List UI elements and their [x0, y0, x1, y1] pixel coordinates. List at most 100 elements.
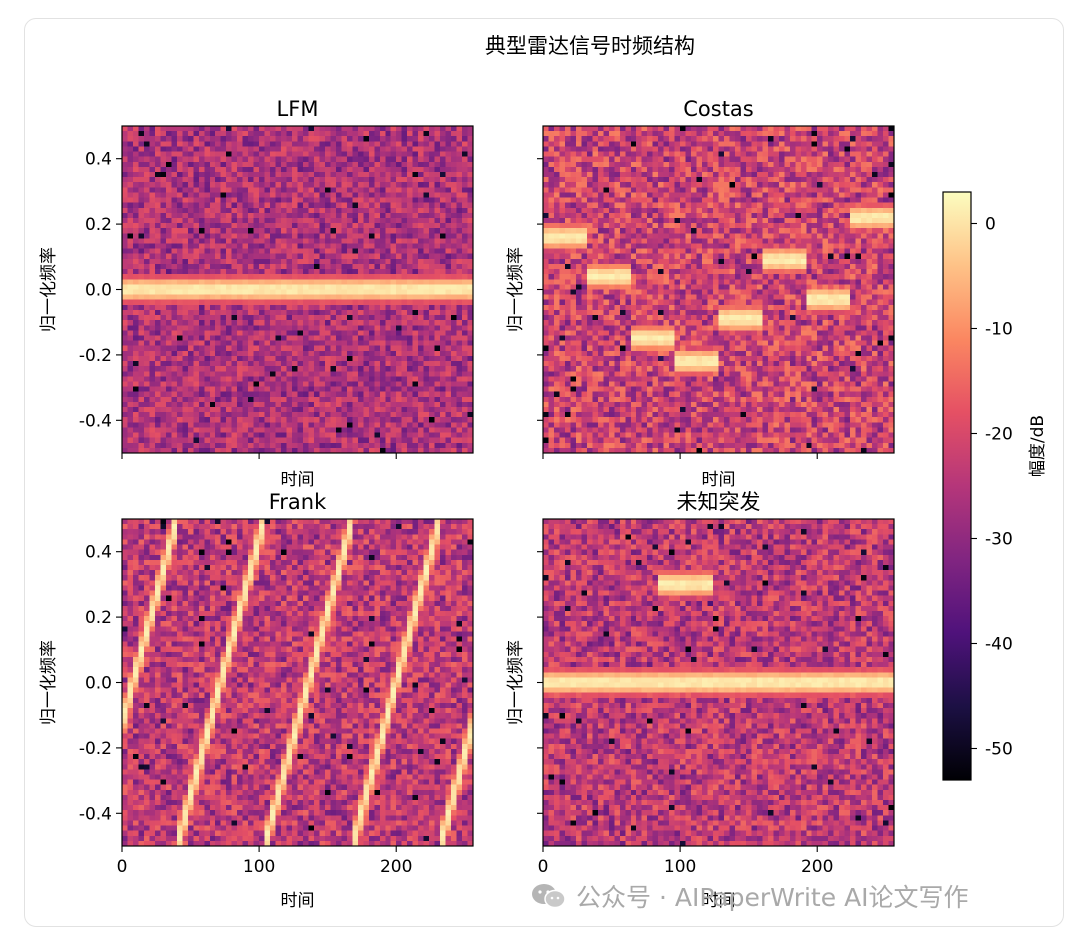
heatmap-cell [324, 202, 331, 209]
heatmap-cell [608, 401, 615, 408]
heatmap-cell [226, 355, 233, 362]
heatmap-cell [548, 309, 555, 316]
heatmap-cell [597, 151, 604, 158]
heatmap-cell [226, 151, 233, 158]
heatmap-cell [198, 192, 205, 199]
heatmap-cell [264, 391, 271, 398]
heatmap-cell [467, 335, 474, 342]
heatmap-cell [543, 131, 549, 137]
heatmap-cell [608, 202, 615, 209]
heatmap-cell [559, 366, 566, 372]
heatmap-cell [231, 151, 238, 158]
heatmap-cell [553, 315, 560, 321]
heatmap-cell [220, 340, 227, 347]
heatmap-cell [275, 340, 282, 347]
heatmap-cell [374, 391, 381, 398]
heatmap-cell [122, 386, 128, 393]
heatmap-cell [231, 330, 238, 336]
heatmap-cell [401, 376, 408, 382]
heatmap-cell [165, 217, 172, 224]
heatmap-cell [423, 146, 430, 153]
heatmap-cell [154, 345, 161, 352]
heatmap-cell [187, 279, 194, 285]
heatmap-cell [368, 320, 375, 326]
heatmap-cell [132, 192, 139, 199]
heatmap-cell [363, 238, 370, 245]
heatmap-cell [553, 361, 560, 367]
heatmap-cell [462, 345, 469, 352]
heatmap-cell [603, 376, 610, 382]
heatmap-cell [127, 151, 134, 158]
heatmap-cell [193, 228, 200, 234]
heatmap-cell [187, 197, 194, 204]
heatmap-cell [418, 166, 425, 173]
heatmap-cell [575, 228, 582, 234]
heatmap-cell [138, 274, 145, 280]
heatmap-cell [407, 228, 414, 234]
heatmap-cell [248, 269, 255, 275]
heatmap-cell [341, 320, 348, 326]
heatmap-cell [451, 217, 458, 224]
heatmap-cell [608, 315, 615, 321]
heatmap-cell [451, 238, 458, 245]
heatmap-cell [418, 366, 425, 372]
heatmap-cell [363, 182, 370, 188]
heatmap-cell [553, 345, 560, 352]
heatmap-cell [390, 263, 397, 270]
heatmap-cell [286, 376, 293, 382]
heatmap-cell [259, 442, 266, 449]
heatmap-cell [297, 177, 304, 183]
heatmap-cell [330, 182, 337, 188]
heatmap-cell [608, 320, 615, 326]
heatmap-cell [341, 177, 348, 183]
heatmap-cell [286, 223, 293, 229]
heatmap-cell [215, 192, 222, 199]
heatmap-cell [429, 192, 436, 199]
heatmap-cell [429, 212, 436, 219]
heatmap-cell [286, 442, 293, 449]
heatmap-cell [341, 325, 348, 331]
heatmap-cell [193, 366, 200, 372]
heatmap-cell [281, 279, 288, 285]
heatmap-cell [543, 412, 549, 418]
heatmap-cell [204, 243, 211, 250]
heatmap-cell [456, 401, 463, 408]
heatmap-cell [154, 355, 161, 362]
heatmap-cell [341, 136, 348, 142]
heatmap-cell [143, 171, 150, 178]
heatmap-cell [575, 243, 582, 250]
heatmap-cell [253, 340, 260, 347]
heatmap-cell [209, 401, 216, 408]
heatmap-cell [143, 386, 150, 393]
heatmap-cell [412, 151, 419, 158]
heatmap-cell [171, 335, 178, 342]
heatmap-cell [451, 427, 458, 434]
heatmap-cell [575, 217, 582, 224]
heatmap-cell [462, 243, 469, 250]
heatmap-cell [385, 361, 392, 367]
heatmap-cell [165, 161, 172, 168]
heatmap-cell [603, 223, 610, 229]
heatmap-cell [357, 136, 364, 142]
heatmap-cell [456, 166, 463, 173]
heatmap-cell [209, 269, 216, 275]
heatmap-cell [357, 228, 364, 234]
heatmap-cell [160, 412, 167, 418]
heatmap-cell [330, 228, 337, 234]
heatmap-cell [308, 396, 315, 403]
heatmap-cell [187, 391, 194, 398]
heatmap-cell [553, 207, 560, 214]
heatmap-cell [143, 407, 150, 413]
heatmap-cell [248, 309, 255, 316]
heatmap-cell [122, 187, 128, 193]
heatmap-cell [451, 207, 458, 214]
heatmap-cell [319, 151, 326, 158]
heatmap-cell [440, 371, 447, 377]
heatmap-cell [559, 126, 566, 132]
heatmap-cell [215, 223, 222, 229]
heatmap-cell [237, 422, 244, 428]
heatmap-cell [182, 279, 189, 285]
heatmap-cell [592, 325, 599, 331]
heatmap-cell [281, 177, 288, 183]
heatmap-cell [341, 141, 348, 147]
